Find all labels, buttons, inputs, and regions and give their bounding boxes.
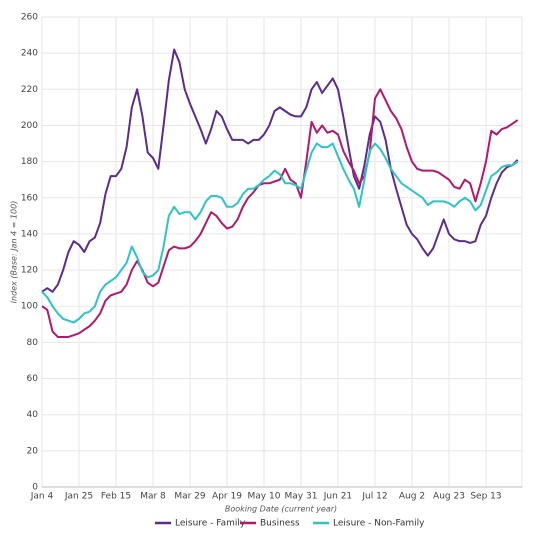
y-tick-label: 220 [21,85,38,95]
y-tick-label: 20 [27,446,39,456]
y-tick-label: 140 [21,229,38,239]
x-tick-label: Mar 8 [140,492,166,502]
y-axis-title: Index (Base: Jan 4 = 100) [10,201,19,304]
x-axis-title: Booking Date (current year) [225,505,337,514]
y-tick-label: 60 [27,374,39,384]
x-tick-label: Sep 13 [470,492,501,502]
y-tick-label: 260 [21,13,38,23]
x-tick-label: Aug 2 [399,492,425,502]
legend-label: Leisure - Non-Family [333,519,425,529]
x-tick-label: Aug 23 [433,492,465,502]
x-tick-label: May 31 [285,492,318,502]
series-line [41,142,519,324]
x-tick-label: Jun 21 [323,492,352,502]
legend-label: Business [260,519,300,529]
legend-label: Leisure - Family [175,519,246,529]
y-tick-label: 100 [21,302,38,312]
y-tick-label: 80 [27,338,39,348]
x-tick-label: Jan 25 [64,492,93,502]
y-tick-label: 160 [21,193,38,203]
x-tick-label: Feb 15 [101,492,131,502]
y-tick-label: 200 [21,121,38,131]
y-tick-label: 120 [21,266,38,276]
x-tick-label: Mar 29 [174,492,206,502]
x-tick-label: May 10 [248,492,281,502]
x-tick-label: Jan 4 [30,492,54,502]
y-tick-label: 40 [27,410,39,420]
x-tick-label: Apr 19 [212,492,242,502]
y-tick-label: 240 [21,49,38,59]
y-tick-label: 180 [21,157,38,167]
series-line [41,88,519,338]
y-tick-label: 0 [32,483,38,493]
series-line [41,48,519,293]
x-tick-label: Jul 12 [361,492,387,502]
